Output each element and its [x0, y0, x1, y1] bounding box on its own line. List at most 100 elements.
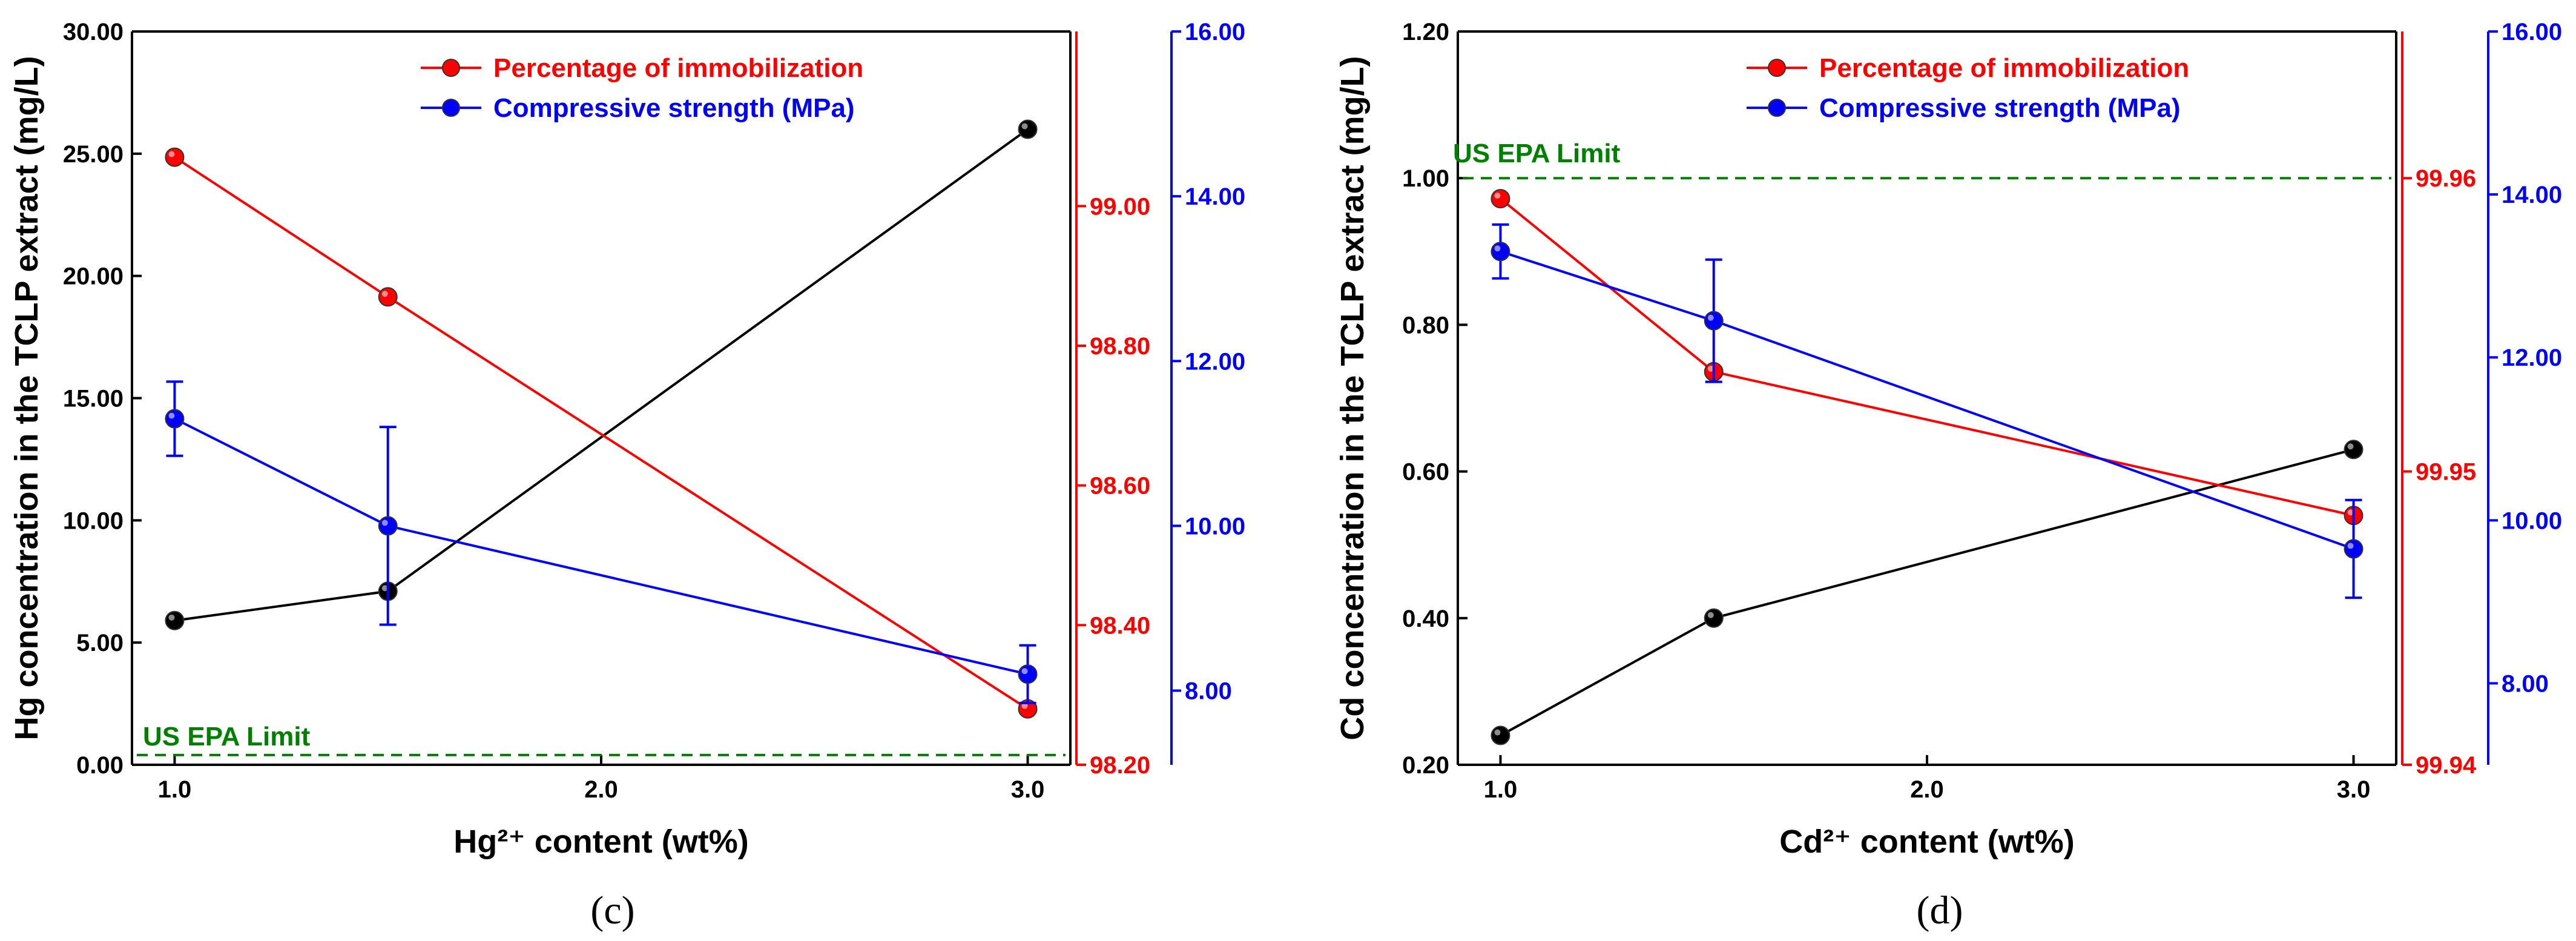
data-point: [2344, 539, 2364, 559]
legend-item: Compressive strength (MPa): [1747, 93, 2181, 123]
y-left-tick-label: 1.00: [1402, 165, 1449, 192]
data-point: [165, 409, 185, 429]
data-point-highlight: [381, 520, 388, 526]
data-point-highlight: [1021, 123, 1028, 130]
y-right2-tick-label: 10.00: [2502, 507, 2562, 534]
data-point-highlight: [1707, 365, 1714, 372]
series-line: [174, 156, 1029, 710]
x-tick-label: 1.0: [1484, 776, 1518, 803]
y-left-tick-label: 0.60: [1402, 459, 1449, 486]
epa-limit-label: US EPA Limit: [1453, 139, 1621, 168]
y-right2-tick-label: 8.00: [2502, 670, 2549, 697]
data-point: [378, 287, 398, 307]
series-strength: [165, 380, 1038, 704]
y-right1-tick-label: 98.80: [1090, 333, 1150, 360]
x-axis-title: Cd²⁺ content (wt%): [1779, 824, 2074, 860]
x-tick-label: 3.0: [1011, 776, 1045, 803]
chart-panel-c: 0.00 5.00 10.00 15.00 20.00 25.00 30.00 98.20 98…: [8, 19, 1245, 933]
epa-limit-label: US EPA Limit: [143, 722, 311, 751]
y-right2-tick-label: 8.00: [1185, 678, 1232, 705]
data-point-highlight: [381, 585, 388, 592]
series-immobilization: [165, 147, 1038, 719]
x-tick-label: 1.0: [158, 776, 192, 803]
y-right1-tick-label: 98.40: [1090, 612, 1150, 639]
series-black_series: [1491, 440, 2364, 745]
series-strength: [1491, 223, 2364, 599]
legend-label: Percentage of immobilization: [1819, 53, 2189, 83]
data-point-highlight: [1021, 702, 1028, 709]
data-point-highlight: [168, 412, 175, 419]
y-left-tick-label: 0.20: [1402, 752, 1449, 779]
y-left-tick-label: 0.00: [76, 752, 124, 779]
data-point-highlight: [1494, 245, 1501, 252]
y-right2-tick-label: 14.00: [2502, 182, 2562, 208]
legend-item: Percentage of immobilization: [1747, 53, 2189, 83]
y-right2-tick-label: 10.00: [1185, 513, 1245, 540]
y-right2-tick-label: 16.00: [2502, 19, 2562, 45]
y-right2-tick-label: 12.00: [2502, 345, 2562, 371]
data-point-highlight: [168, 151, 175, 157]
data-point: [165, 610, 185, 630]
series-black_series: [165, 119, 1038, 630]
legend-marker: [442, 59, 460, 77]
data-point-highlight: [1707, 314, 1714, 321]
y-left-tick-label: 10.00: [63, 507, 124, 534]
y-axis-title: Hg concentration in the TCLP extract (mg…: [8, 56, 45, 740]
data-point: [165, 147, 185, 167]
y-right1-tick-label: 98.60: [1090, 473, 1150, 500]
legend-item: Percentage of immobilization: [421, 53, 863, 83]
series-line: [174, 128, 1029, 622]
x-tick-label: 2.0: [1910, 776, 1944, 803]
data-point-highlight: [1494, 193, 1501, 199]
data-point: [1704, 608, 1724, 628]
data-point: [1018, 119, 1038, 139]
chart-panel-d: 0.20 0.40 0.60 0.80 1.00 1.20 99.94 99.95 99.96 8…: [1334, 19, 2562, 933]
y-left-tick-label: 1.20: [1402, 19, 1449, 45]
data-point-highlight: [2347, 443, 2354, 450]
series-line: [1500, 448, 2354, 737]
y-right1-tick-label: 99.95: [2416, 459, 2476, 486]
y-right2-tick-label: 14.00: [1185, 183, 1245, 210]
data-point: [1491, 242, 1510, 262]
y-right1-tick-label: 98.20: [1090, 752, 1150, 779]
data-point-highlight: [2347, 509, 2354, 516]
y-right2-tick-label: 16.00: [1185, 19, 1245, 45]
legend-label: Compressive strength (MPa): [1819, 93, 2181, 123]
y-right1-tick-label: 99.00: [1090, 193, 1150, 220]
x-axis-title: Hg²⁺ content (wt%): [453, 824, 748, 860]
panel-label: (d): [1917, 888, 1963, 933]
legend-marker: [442, 99, 460, 117]
series-line: [1500, 250, 2354, 550]
series-line: [174, 417, 1028, 676]
y-left-tick-label: 30.00: [63, 19, 124, 45]
data-point-highlight: [1494, 729, 1501, 736]
data-point: [2344, 440, 2364, 460]
x-tick-label: 3.0: [2337, 776, 2371, 803]
panel-label: (c): [590, 888, 634, 933]
data-point-highlight: [1021, 668, 1028, 675]
legend-marker: [1768, 59, 1786, 77]
data-point: [378, 516, 398, 536]
data-point-highlight: [168, 614, 175, 621]
y-left-tick-label: 20.00: [63, 263, 124, 290]
data-point: [1491, 725, 1510, 745]
y-right1-tick-label: 99.94: [2416, 752, 2477, 779]
y-left-tick-label: 5.00: [76, 630, 124, 656]
y-left-tick-label: 25.00: [63, 141, 124, 168]
y-right2-tick-label: 12.00: [1185, 348, 1245, 375]
data-point-highlight: [381, 291, 388, 297]
data-point: [1018, 664, 1038, 684]
y-right1-tick-label: 99.96: [2416, 165, 2476, 192]
series-line: [1500, 197, 2354, 517]
data-point-highlight: [2347, 543, 2354, 549]
legend-label: Percentage of immobilization: [493, 53, 863, 83]
legend-marker: [1768, 99, 1786, 117]
data-point-highlight: [1707, 612, 1714, 618]
y-axis-title: Cd concentration in the TCLP extract (mg…: [1334, 56, 1371, 740]
y-left-tick-label: 0.80: [1402, 312, 1449, 338]
y-left-tick-label: 0.40: [1402, 606, 1449, 632]
x-tick-label: 2.0: [584, 776, 618, 803]
legend-item: Compressive strength (MPa): [421, 93, 855, 123]
data-point: [1704, 311, 1724, 331]
